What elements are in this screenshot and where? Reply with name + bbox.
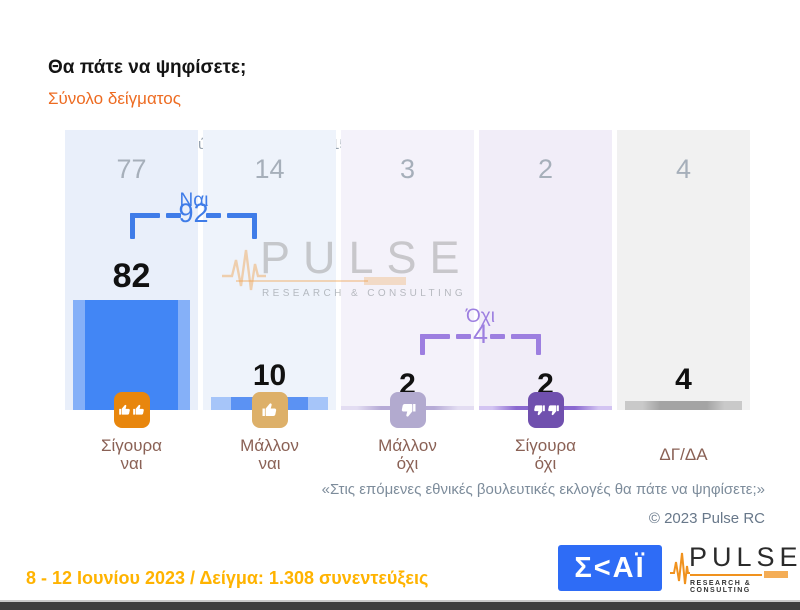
previous-value: 14 <box>254 154 285 184</box>
pulse-logo-name: PULSE <box>689 542 800 572</box>
column-dg-da: 4 4 <box>617 130 750 410</box>
previous-value: 77 <box>116 154 147 184</box>
fieldwork-dates-sample: 8 - 12 Ιουνίου 2023 / Δείγμα: 1.308 συνε… <box>26 568 429 588</box>
column-sigoura-nai: 77 82 <box>65 130 198 428</box>
column-mallon-nai: 14 10 <box>203 130 336 428</box>
previous-value: 4 <box>675 154 692 184</box>
yes-group-value: 92 <box>178 198 209 228</box>
thumbs-down-icon <box>389 392 426 428</box>
bar-dg-da <box>625 401 742 410</box>
sample-subtitle: Σύνολο δείγματος <box>48 89 181 108</box>
page-title: Θα πάτε να ψηφίσετε; <box>48 57 247 78</box>
current-value: 82 <box>112 257 151 295</box>
category-label-dg-da: ΔΓ/ΔΑ <box>659 445 708 464</box>
pulse-logo-tagline: RESEARCH & CONSULTING <box>690 580 752 594</box>
pulse-logo-line <box>690 574 762 576</box>
yes-bracket: 92 <box>130 200 257 239</box>
survey-question: «Στις επόμενες εθνικές βουλευτικές εκλογ… <box>321 481 765 498</box>
skai-logo-text: Σ<ΑΪ <box>574 551 646 584</box>
column-mallon-oxi: 3 2 <box>341 130 474 428</box>
no-group-value: 4 <box>472 319 489 349</box>
pulse-logo: PULSE RESEARCH & CONSULTING <box>670 542 800 594</box>
heartbeat-icon <box>670 552 690 585</box>
category-label-sigoura-nai: Σίγουρα ναι <box>100 436 163 473</box>
double-thumbs-up-icon <box>113 392 150 428</box>
no-group-label: Όχι <box>466 306 495 327</box>
bottom-bar <box>0 600 800 610</box>
pulse-logo-kosmos-mark <box>764 571 788 578</box>
column-sigoura-oxi: 2 2 <box>479 130 612 428</box>
no-bracket: 4 <box>420 321 541 355</box>
current-value: 10 <box>252 359 287 392</box>
skai-logo: Σ<ΑΪ <box>558 545 662 591</box>
thumbs-up-icon <box>251 392 288 428</box>
previous-value: 3 <box>399 154 416 184</box>
double-thumbs-down-icon <box>527 392 564 428</box>
previous-value: 2 <box>537 154 554 184</box>
copyright: © 2023 Pulse RC <box>648 510 765 527</box>
category-label-sigoura-oxi: Σίγουρα όχι <box>514 436 577 473</box>
category-label-mallon-oxi: Μάλλον όχι <box>378 436 437 473</box>
category-label-mallon-nai: Μάλλον ναι <box>240 436 299 473</box>
current-value: 4 <box>675 363 692 396</box>
yes-group-label: Ναι <box>179 190 209 211</box>
bar-sigoura-nai <box>73 300 190 410</box>
